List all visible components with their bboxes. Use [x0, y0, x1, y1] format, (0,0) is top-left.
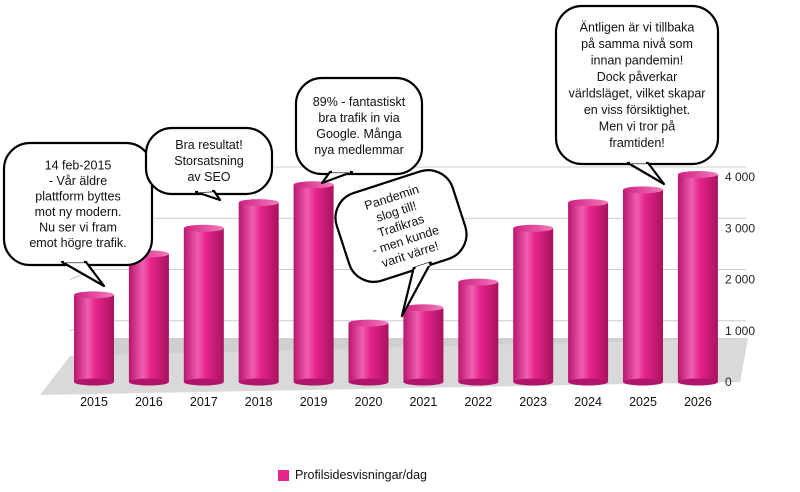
bar-top — [513, 224, 554, 232]
bar — [348, 319, 389, 386]
bar — [128, 250, 169, 386]
bar-body — [238, 202, 279, 382]
bubble-box — [294, 76, 424, 176]
bar-base — [513, 378, 554, 386]
bar — [293, 181, 334, 386]
x-tick-label: 2017 — [190, 395, 218, 409]
annotation-line: mot ny modern. — [35, 205, 122, 219]
bar-top — [348, 319, 389, 327]
annotation-line: emot högre trafik. — [29, 236, 126, 250]
annotation-line: Nu ser vi fram — [39, 220, 117, 234]
x-tick-label: 2024 — [574, 395, 602, 409]
bar-body — [293, 184, 334, 382]
x-tick-label: 2016 — [135, 395, 163, 409]
annotation-line: av SEO — [187, 170, 230, 184]
y-tick-label: 2 000 — [725, 273, 755, 287]
annotation-line: framtiden! — [609, 136, 665, 150]
annotation-line: Men vi tror på — [599, 119, 675, 133]
bar-base — [74, 378, 114, 386]
bar-base — [128, 378, 169, 386]
bar-body — [568, 202, 609, 382]
bar-base — [403, 378, 444, 386]
bubble-tail-join — [415, 262, 430, 270]
bar — [74, 291, 114, 386]
x-tick-label: 2018 — [245, 395, 273, 409]
x-tick-label: 2021 — [409, 395, 437, 409]
bar — [238, 199, 279, 386]
bar — [403, 304, 444, 386]
bubble-tail-join — [197, 188, 213, 193]
bar-base — [623, 378, 663, 386]
bar-base — [458, 378, 499, 386]
annotation-line: plattform byttes — [35, 189, 120, 203]
legend: Profilsidesvisningar/dag — [278, 468, 427, 482]
annotation-line: på samma nivå som — [581, 37, 693, 51]
bar-base — [183, 378, 224, 386]
annotation-line: 14 feb-2015 — [45, 158, 112, 172]
bar-base — [293, 378, 334, 386]
bar-body — [403, 307, 444, 382]
y-tick-label: 1 000 — [725, 324, 755, 338]
bar — [458, 278, 499, 386]
bar-top — [403, 304, 444, 312]
annotation-line: Bra resultat! — [175, 138, 242, 152]
annotation-line: nya medlemmar — [314, 143, 404, 157]
bar-base — [348, 378, 389, 386]
legend-label: Profilsidesvisningar/dag — [295, 468, 428, 482]
annotation-line: Dock påverkar — [597, 70, 678, 84]
bar-body — [74, 294, 114, 382]
annotation-line: Storsatsning — [174, 154, 244, 168]
y-tick-label: 0 — [725, 375, 732, 389]
annotation-bubble: Äntligen är vi tillbaka på samma nivå som… — [554, 4, 720, 186]
x-tick-label: 2020 — [355, 395, 383, 409]
y-tick-label: 4 000 — [725, 170, 755, 184]
bar-body — [677, 174, 718, 382]
bar-body — [128, 253, 169, 382]
bar — [568, 199, 609, 386]
annotation-line: Äntligen är vi tillbaka — [580, 20, 695, 34]
bar-top — [293, 181, 334, 189]
bar — [183, 224, 224, 386]
x-tick-label: 2025 — [629, 395, 657, 409]
bar-top — [677, 170, 718, 178]
annotation-line: innan pandemin! — [591, 53, 683, 67]
annotation-line: en viss försiktighet. — [584, 103, 690, 117]
legend-swatch — [278, 469, 289, 481]
bar — [623, 186, 663, 386]
bar-top — [623, 186, 663, 194]
bar-body — [348, 323, 389, 382]
annotation-line: världsläget, vilket skapar — [569, 86, 706, 100]
bubble-tail — [626, 161, 666, 186]
x-tick-label: 2022 — [464, 395, 492, 409]
bar-body — [623, 189, 663, 382]
bar-body — [183, 228, 224, 382]
bar-body — [513, 228, 554, 382]
x-tick-label: 2019 — [300, 395, 328, 409]
bar-top — [183, 224, 224, 232]
bar-top — [238, 199, 279, 207]
bar-top — [458, 278, 499, 286]
bar — [513, 224, 554, 386]
bar-top — [74, 291, 114, 299]
annotation-bubble: 89% - fantastiskt bra trafik in via Google… — [294, 76, 424, 185]
bar-base — [677, 378, 718, 386]
bar-base — [238, 378, 279, 386]
bar-top — [568, 199, 609, 207]
x-tick-label: 2026 — [684, 395, 712, 409]
annotation-line: bra trafik in via — [318, 111, 399, 125]
bar — [677, 170, 718, 386]
annotation-bubble: Bra resultat! Storsatsning av SEO — [144, 126, 274, 202]
bar-body — [458, 282, 499, 382]
annotation-line: Google. Många — [316, 127, 402, 141]
y-tick-label: 3 000 — [725, 221, 755, 235]
x-tick-label: 2023 — [519, 395, 547, 409]
bar-base — [568, 378, 609, 386]
x-tick-label: 2015 — [80, 395, 108, 409]
annotation-line: - Vår äldre — [49, 174, 107, 188]
annotation-line: 89% - fantastiskt — [313, 95, 406, 109]
